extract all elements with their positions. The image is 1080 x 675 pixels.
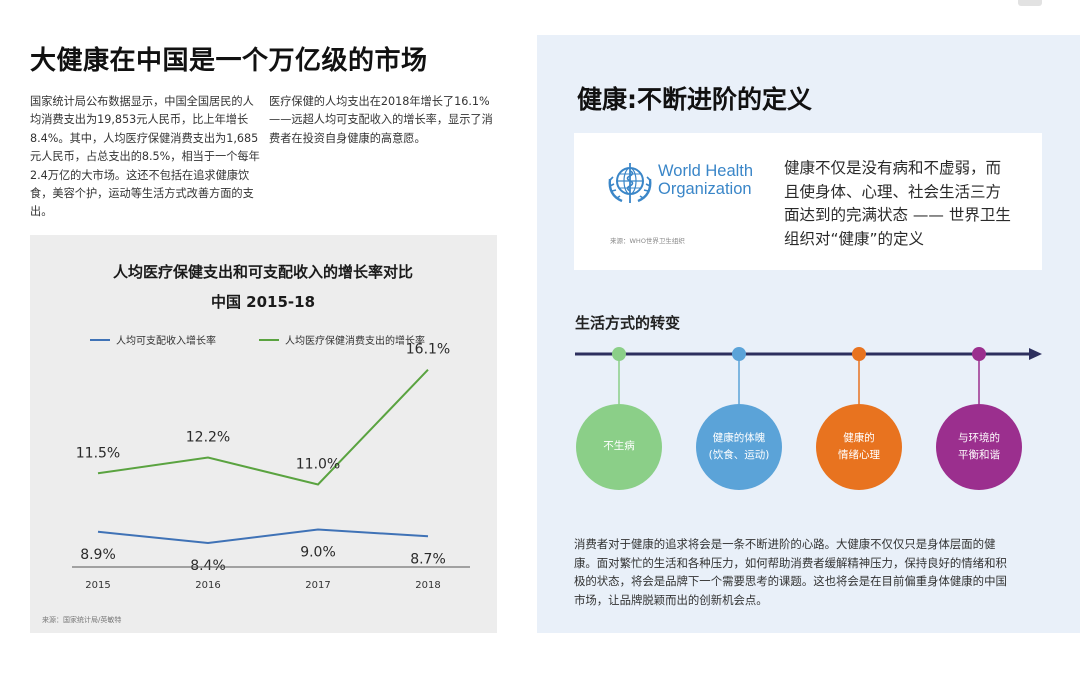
stage-4-line-1: 与环境的 (958, 432, 1000, 444)
stage-2-line-2: (饮食、运动) (708, 449, 770, 461)
stage-dot-4 (972, 347, 986, 361)
stage-circle-2 (696, 404, 782, 490)
data-label-s1-2015: 8.9% (80, 547, 116, 563)
stage-dot-3 (852, 347, 866, 361)
who-emblem-icon (608, 163, 652, 203)
x-tick-2015: 2015 (85, 580, 110, 591)
chart-title: 人均医疗保健支出和可支配收入的增长率对比 (113, 263, 413, 281)
who-source: 来源：WHO世界卫生组织 (610, 237, 685, 245)
x-tick-2018: 2018 (415, 580, 440, 591)
data-label-s1-2017: 9.0% (300, 545, 336, 561)
stage-1-line-1: 不生病 (603, 440, 635, 452)
who-name-line-2: Organization (658, 180, 752, 198)
stage-dot-2 (732, 347, 746, 361)
growth-chart-panel: 人均医疗保健支出和可支配收入的增长率对比 中国 2015-18 人均可支配收入增… (30, 235, 497, 633)
x-tick-2016: 2016 (195, 580, 220, 591)
chart-source: 来源：国家统计局/英敏特 (42, 615, 121, 624)
stage-3-line-2: 情绪心理 (838, 449, 880, 461)
stage-4-line-2: 平衡和谐 (958, 449, 1000, 461)
growth-line-chart: 人均医疗保健支出和可支配收入的增长率对比 中国 2015-18 人均可支配收入增… (42, 263, 470, 624)
data-label-s2-2015: 11.5% (76, 445, 120, 461)
stage-2-line-1: 健康的体魄 (712, 432, 766, 444)
chart-subtitle: 中国 2015-18 (211, 293, 315, 311)
data-label-s2-2016: 12.2% (186, 430, 230, 446)
timeline-arrowhead (1029, 348, 1042, 360)
series-line-2 (97, 369, 429, 486)
data-label-s2-2018: 16.1% (406, 342, 450, 358)
left-paragraph-2: 医疗保健的人均支出在2018年增长了16.1%——远超人均可支配收入的增长率，显… (269, 95, 493, 145)
x-tick-2017: 2017 (305, 580, 330, 591)
stage-label-4: 与环境的 平衡和谐 (937, 430, 1021, 464)
stage-label-2: 健康的体魄 (饮食、运动) (697, 430, 781, 464)
left-title: 大健康在中国是一个万亿级的市场 (30, 46, 428, 76)
who-name-line-1: World Health (658, 162, 754, 180)
right-title: 健康:不断进阶的定义 (577, 85, 812, 114)
corner-tab (1018, 0, 1042, 6)
series-line-1 (97, 528, 429, 545)
data-label-s2-2017: 11.0% (296, 457, 340, 473)
stage-circle-3 (816, 404, 902, 490)
stage-label-3: 健康的 情绪心理 (817, 430, 901, 464)
data-label-s1-2018: 8.7% (410, 551, 446, 567)
lifestyle-title: 生活方式的转变 (575, 314, 681, 332)
who-name: World Health Organization (658, 162, 753, 198)
stage-3-line-1: 健康的 (843, 432, 875, 444)
stage-label-1: 不生病 (577, 438, 661, 455)
who-definition: 健康不仅是没有病和不虚弱，而且使身体、心理、社会生活三方面达到的完满状态 —— … (784, 159, 1011, 248)
stage-circle-4 (936, 404, 1022, 490)
data-label-s1-2016: 8.4% (190, 558, 226, 574)
lifestyle-timeline (575, 347, 1042, 490)
legend-label-income: 人均可支配收入增长率 (116, 334, 216, 347)
legend-label-health: 人均医疗保健消费支出的增长率 (285, 334, 425, 347)
bottom-paragraph: 消费者对于健康的追求将会是一条不断进阶的心路。大健康不仅仅只是身体层面的健康。面… (574, 537, 1007, 607)
health-definition-panel: 健康:不断进阶的定义 World Health Organization 来源：… (537, 35, 1080, 633)
who-card: World Health Organization 来源：WHO世界卫生组织 健… (574, 133, 1042, 270)
stage-circle-1 (576, 404, 662, 490)
left-paragraph-1: 国家统计局公布数据显示，中国全国居民的人均消费支出为19,853元人民币，比上年… (30, 95, 260, 219)
stage-dot-1 (612, 347, 626, 361)
